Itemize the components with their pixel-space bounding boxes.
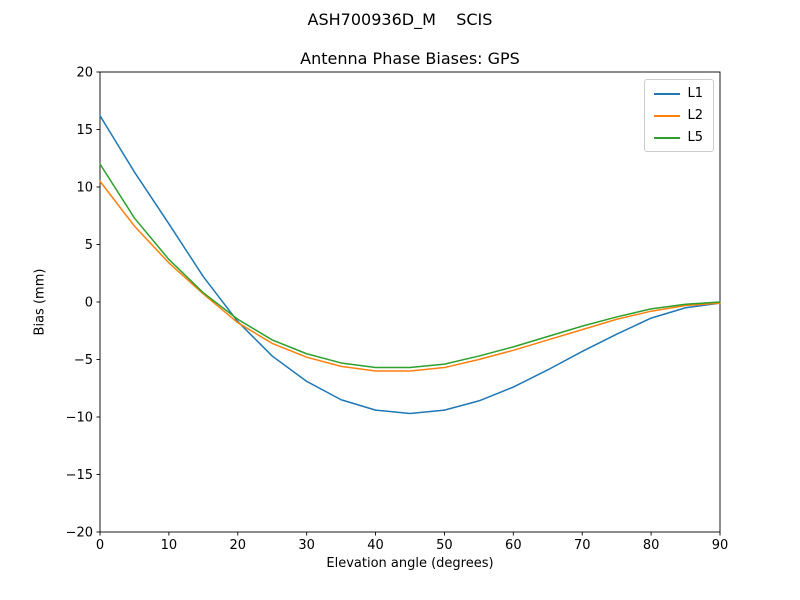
x-tick-label: 10: [161, 538, 178, 553]
series-line-L1: [99, 114, 721, 415]
legend: L1 L2 L5: [644, 79, 714, 152]
y-axis-label: Bias (mm): [32, 268, 48, 336]
legend-entry-L2: L2: [654, 109, 703, 122]
axes-frame: [99, 71, 721, 533]
legend-label-L5: L5: [687, 130, 703, 145]
x-tick-label: 60: [505, 538, 522, 553]
axes-title: Antenna Phase Biases: GPS: [300, 49, 520, 68]
legend-label-L2: L2: [687, 108, 703, 123]
y-tick-label: −15: [66, 468, 93, 483]
figure-suptitle: ASH700936D_M SCIS: [307, 10, 493, 29]
y-tick-label: 15: [76, 123, 93, 138]
y-tick-label: −10: [66, 411, 93, 426]
x-tick-label: 80: [643, 538, 660, 553]
legend-line-swatch-L2: [654, 114, 681, 117]
y-tick-label: 10: [76, 181, 93, 196]
y-tick-label: 20: [76, 66, 93, 81]
x-tick-label: 70: [574, 538, 591, 553]
x-tick-label: 20: [230, 538, 247, 553]
legend-label-L1: L1: [687, 86, 703, 101]
y-tick-label: 0: [85, 296, 93, 311]
x-tick-label: 90: [712, 538, 729, 553]
x-tick-label: 40: [367, 538, 384, 553]
legend-line-swatch-L1: [654, 92, 681, 95]
y-tick-label: −5: [74, 353, 93, 368]
x-tick-label: 30: [298, 538, 315, 553]
x-tick-label: 50: [436, 538, 453, 553]
legend-entry-L1: L1: [654, 87, 703, 100]
legend-line-swatch-L5: [654, 136, 681, 139]
x-axis-label: Elevation angle (degrees): [326, 556, 494, 571]
x-tick-label: 0: [96, 538, 104, 553]
series-line-L2: [99, 180, 721, 372]
legend-entry-L5: L5: [654, 131, 703, 144]
y-tick-label: −20: [66, 526, 93, 541]
y-tick-label: 5: [85, 238, 93, 253]
series-line-L5: [99, 163, 721, 369]
